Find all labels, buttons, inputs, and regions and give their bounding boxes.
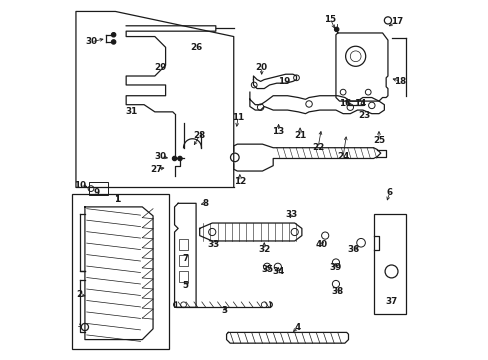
Text: 37: 37	[385, 297, 397, 306]
Text: 9: 9	[94, 188, 100, 197]
Text: 6: 6	[386, 188, 392, 197]
Text: 15: 15	[324, 15, 336, 24]
Text: 33: 33	[207, 240, 220, 249]
Text: 38: 38	[331, 287, 343, 296]
Bar	[373, 214, 405, 315]
Bar	[72, 194, 169, 348]
Text: 10: 10	[74, 181, 86, 190]
Text: 39: 39	[329, 264, 342, 273]
Text: 19: 19	[277, 77, 289, 86]
Text: 25: 25	[372, 136, 384, 145]
Bar	[179, 271, 188, 282]
Text: 23: 23	[358, 111, 370, 120]
Text: 16: 16	[339, 99, 351, 108]
Text: 36: 36	[347, 246, 359, 255]
Text: 11: 11	[231, 113, 244, 122]
Bar	[179, 255, 188, 266]
Circle shape	[111, 40, 116, 44]
Text: 24: 24	[336, 152, 348, 161]
Text: 12: 12	[233, 177, 245, 186]
Text: 29: 29	[154, 63, 166, 72]
Text: 22: 22	[311, 143, 324, 152]
Text: 7: 7	[182, 255, 188, 264]
Circle shape	[178, 156, 182, 161]
Text: 1: 1	[114, 195, 120, 204]
Text: 20: 20	[255, 63, 267, 72]
Text: 21: 21	[293, 131, 305, 140]
Text: 8: 8	[202, 199, 207, 208]
Text: 35: 35	[261, 265, 273, 274]
Bar	[179, 239, 188, 250]
Text: 27: 27	[150, 165, 163, 174]
Text: 32: 32	[258, 246, 270, 255]
Text: 40: 40	[315, 240, 327, 249]
Text: 18: 18	[394, 77, 406, 86]
Text: 33: 33	[285, 210, 297, 219]
Text: 30: 30	[154, 152, 166, 161]
Text: 26: 26	[189, 43, 202, 52]
Circle shape	[334, 27, 338, 32]
Text: 13: 13	[272, 127, 284, 136]
Text: 17: 17	[390, 17, 402, 26]
Text: 31: 31	[125, 107, 138, 116]
Text: 4: 4	[294, 323, 300, 332]
Text: 1: 1	[114, 195, 120, 204]
Text: 30: 30	[85, 37, 97, 46]
Text: 2: 2	[76, 290, 82, 299]
Text: 3: 3	[221, 306, 227, 315]
Circle shape	[111, 33, 116, 37]
Text: 5: 5	[182, 281, 188, 290]
Bar	[88, 182, 108, 195]
Text: 14: 14	[353, 99, 366, 108]
Circle shape	[172, 156, 176, 161]
Text: 28: 28	[193, 131, 205, 140]
Text: 34: 34	[272, 267, 284, 276]
